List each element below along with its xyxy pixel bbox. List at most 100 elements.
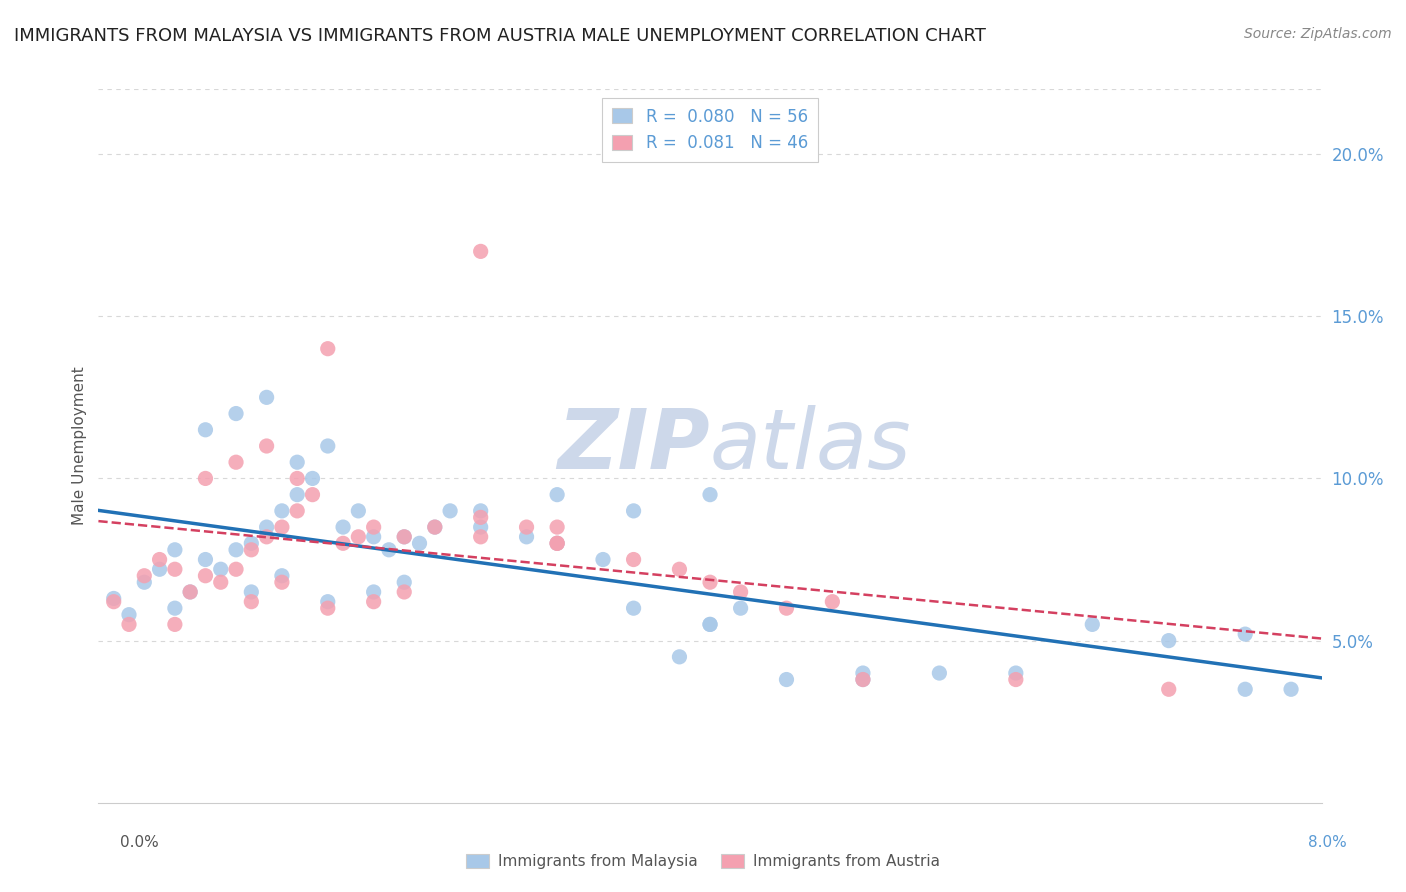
Point xyxy=(546,536,568,550)
Point xyxy=(256,520,278,534)
Point xyxy=(118,607,141,622)
Point xyxy=(209,575,232,590)
Point xyxy=(623,504,645,518)
Point xyxy=(852,673,875,687)
Point xyxy=(1081,617,1104,632)
Point xyxy=(103,591,125,606)
Point xyxy=(852,666,875,681)
Point xyxy=(623,601,645,615)
Legend: Immigrants from Malaysia, Immigrants from Austria: Immigrants from Malaysia, Immigrants fro… xyxy=(460,848,946,875)
Point xyxy=(285,455,308,469)
Point xyxy=(668,562,690,576)
Point xyxy=(821,595,844,609)
Point xyxy=(134,568,156,582)
Point xyxy=(730,585,752,599)
Point xyxy=(1157,633,1180,648)
Point xyxy=(225,407,247,421)
Point xyxy=(332,520,354,534)
Point xyxy=(240,536,263,550)
Point xyxy=(408,536,430,550)
Point xyxy=(363,595,385,609)
Point xyxy=(1234,627,1257,641)
Point xyxy=(668,649,690,664)
Point xyxy=(225,542,247,557)
Point xyxy=(240,542,263,557)
Point xyxy=(256,390,278,404)
Point xyxy=(423,520,446,534)
Point xyxy=(592,552,614,566)
Point xyxy=(225,562,247,576)
Point xyxy=(179,585,201,599)
Point xyxy=(149,552,172,566)
Point xyxy=(775,673,797,687)
Point xyxy=(852,673,875,687)
Point xyxy=(730,601,752,615)
Point xyxy=(423,520,446,534)
Point xyxy=(270,520,294,534)
Point xyxy=(103,595,125,609)
Point xyxy=(179,585,201,599)
Point xyxy=(439,504,461,518)
Point xyxy=(363,585,385,599)
Point xyxy=(240,585,263,599)
Point xyxy=(316,342,339,356)
Point xyxy=(699,617,721,632)
Point xyxy=(470,530,492,544)
Point xyxy=(270,575,294,590)
Point xyxy=(699,488,721,502)
Point xyxy=(1279,682,1302,697)
Point xyxy=(194,568,217,582)
Point xyxy=(928,666,950,681)
Text: atlas: atlas xyxy=(710,406,911,486)
Point xyxy=(775,601,797,615)
Point xyxy=(546,488,568,502)
Point xyxy=(470,244,492,259)
Point xyxy=(225,455,247,469)
Point xyxy=(194,423,217,437)
Point xyxy=(163,562,186,576)
Point xyxy=(470,504,492,518)
Point xyxy=(163,617,186,632)
Point xyxy=(363,530,385,544)
Point xyxy=(392,530,416,544)
Point xyxy=(516,520,538,534)
Point xyxy=(699,617,721,632)
Point xyxy=(363,520,385,534)
Text: IMMIGRANTS FROM MALAYSIA VS IMMIGRANTS FROM AUSTRIA MALE UNEMPLOYMENT CORRELATIO: IMMIGRANTS FROM MALAYSIA VS IMMIGRANTS F… xyxy=(14,27,986,45)
Point xyxy=(149,562,172,576)
Point xyxy=(270,568,294,582)
Text: ZIP: ZIP xyxy=(557,406,710,486)
Point xyxy=(316,439,339,453)
Point xyxy=(546,520,568,534)
Y-axis label: Male Unemployment: Male Unemployment xyxy=(72,367,87,525)
Point xyxy=(301,488,323,502)
Point xyxy=(240,595,263,609)
Point xyxy=(392,530,416,544)
Point xyxy=(194,552,217,566)
Point xyxy=(285,471,308,485)
Point xyxy=(194,471,217,485)
Text: 8.0%: 8.0% xyxy=(1308,836,1347,850)
Point xyxy=(392,585,416,599)
Point xyxy=(316,595,339,609)
Point xyxy=(163,542,186,557)
Point xyxy=(392,575,416,590)
Point xyxy=(347,530,370,544)
Point xyxy=(256,530,278,544)
Point xyxy=(256,439,278,453)
Point xyxy=(301,471,323,485)
Point xyxy=(378,542,401,557)
Point xyxy=(1004,673,1026,687)
Point xyxy=(134,575,156,590)
Point xyxy=(163,601,186,615)
Point xyxy=(316,601,339,615)
Point xyxy=(347,504,370,518)
Point xyxy=(118,617,141,632)
Legend: R =  0.080   N = 56, R =  0.081   N = 46: R = 0.080 N = 56, R = 0.081 N = 46 xyxy=(602,97,818,161)
Text: 0.0%: 0.0% xyxy=(120,836,159,850)
Point xyxy=(546,536,568,550)
Point xyxy=(516,530,538,544)
Point xyxy=(270,504,294,518)
Text: Source: ZipAtlas.com: Source: ZipAtlas.com xyxy=(1244,27,1392,41)
Point xyxy=(470,510,492,524)
